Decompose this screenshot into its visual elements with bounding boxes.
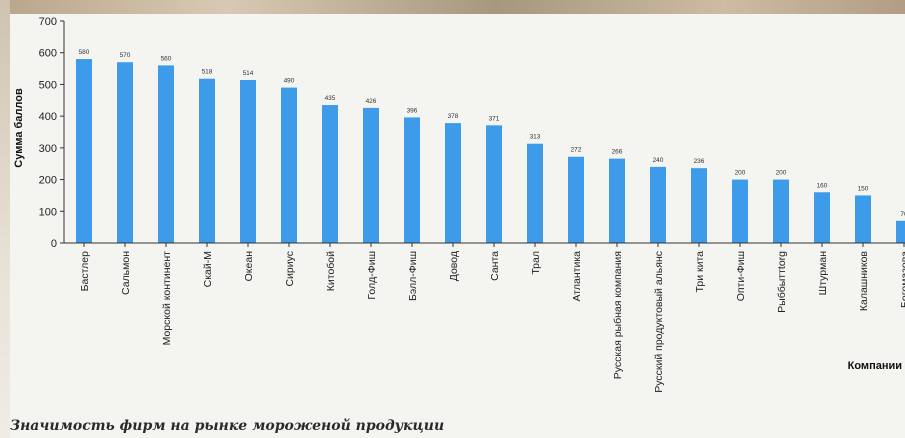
bar-value-label: 236 (694, 158, 705, 165)
y-tick-label: 100 (39, 206, 57, 218)
bar-value-label: 240 (653, 157, 664, 164)
bar (404, 117, 420, 243)
bar-value-label: 396 (407, 107, 418, 114)
x-category-label: Русская рыбная компания (612, 251, 624, 379)
x-category-label: Океан (243, 251, 255, 282)
bar (199, 78, 215, 243)
y-tick-label: 200 (39, 175, 57, 187)
x-category-label: Калашников (858, 251, 870, 312)
bar-value-label: 490 (284, 78, 295, 85)
y-axis-title: Сумма баллов (13, 88, 25, 168)
bar-value-label: 70 (900, 211, 905, 218)
x-category-label: Сальмон (120, 251, 132, 295)
x-category-label: Богомазова (899, 251, 905, 308)
bar (527, 143, 543, 243)
photo-background-band (0, 0, 905, 14)
bar-value-label: 435 (325, 95, 336, 102)
x-axis-title: Компании (848, 360, 902, 372)
x-category-label: Атлантика (571, 251, 583, 302)
bars-group: 580 570 560 518 514 490 435 426 396 378 371 313 272 2… (76, 49, 905, 244)
y-tick-label: 0 (51, 238, 57, 250)
x-category-label: Бэлл-Фиш (407, 251, 419, 301)
y-tick-label: 400 (39, 111, 57, 123)
x-category-label: Штурман (817, 251, 829, 296)
bar-value-label: 371 (489, 115, 500, 122)
bar (609, 158, 625, 243)
y-tick-label: 500 (39, 79, 57, 91)
x-category-label: Трал (530, 251, 542, 275)
x-category-label: Китобой (325, 251, 337, 291)
bar-value-label: 426 (366, 98, 377, 105)
bar-value-label: 200 (735, 170, 746, 177)
bar-value-label: 150 (858, 185, 869, 192)
x-category-label: Морской континент (161, 251, 173, 346)
bar-value-label: 514 (243, 70, 254, 77)
bar (855, 195, 871, 243)
bar-value-label: 272 (571, 147, 582, 154)
y-tick-label: 600 (39, 48, 57, 60)
bar (814, 192, 830, 243)
x-category-label: Довод (448, 251, 460, 281)
bar (240, 79, 256, 243)
bar-value-label: 160 (817, 182, 828, 189)
bar (363, 107, 379, 243)
bar (568, 156, 584, 243)
bar-value-label: 580 (79, 49, 90, 56)
x-category-label: Голд-Фиш (366, 251, 378, 300)
bar (76, 59, 92, 243)
bar-value-label: 570 (120, 52, 131, 59)
bar (896, 220, 905, 243)
page-edge-shadow (0, 0, 10, 438)
bar (650, 166, 666, 243)
x-category-label: Бастлер (79, 251, 91, 292)
bar (322, 105, 338, 244)
x-category-label: Санта (489, 251, 501, 281)
x-category-label: Опти-Фиш (735, 251, 747, 301)
x-category-label: Рыббыттtorg (776, 251, 788, 313)
x-category-label: Три кита (694, 251, 706, 293)
bar (281, 87, 297, 243)
bar (117, 62, 133, 243)
bar-value-label: 518 (202, 69, 213, 76)
bar-value-label: 378 (448, 113, 459, 120)
chart-caption: Значимость фирм на рынке мороженой проду… (10, 418, 445, 434)
bar (691, 168, 707, 243)
y-tick-label: 700 (39, 16, 57, 28)
bar-value-label: 200 (776, 170, 787, 177)
bar (158, 65, 174, 244)
x-category-label: Сириус (284, 251, 296, 287)
bar (773, 179, 789, 243)
bar-value-label: 560 (161, 55, 172, 62)
bar (486, 125, 502, 243)
y-axis: 0 100 200 300 400 500 600 700 (39, 16, 65, 250)
bar (732, 179, 748, 243)
x-axis: Бастлер Сальмон Морской континент Скай-М Оке… (64, 242, 905, 393)
bar-value-label: 266 (612, 149, 623, 156)
x-category-label: Скай-М (202, 251, 214, 287)
bar (445, 123, 461, 243)
y-tick-label: 300 (39, 143, 57, 155)
x-category-label: Русский продуктовый альянс (653, 251, 665, 393)
bar-value-label: 313 (530, 134, 541, 141)
